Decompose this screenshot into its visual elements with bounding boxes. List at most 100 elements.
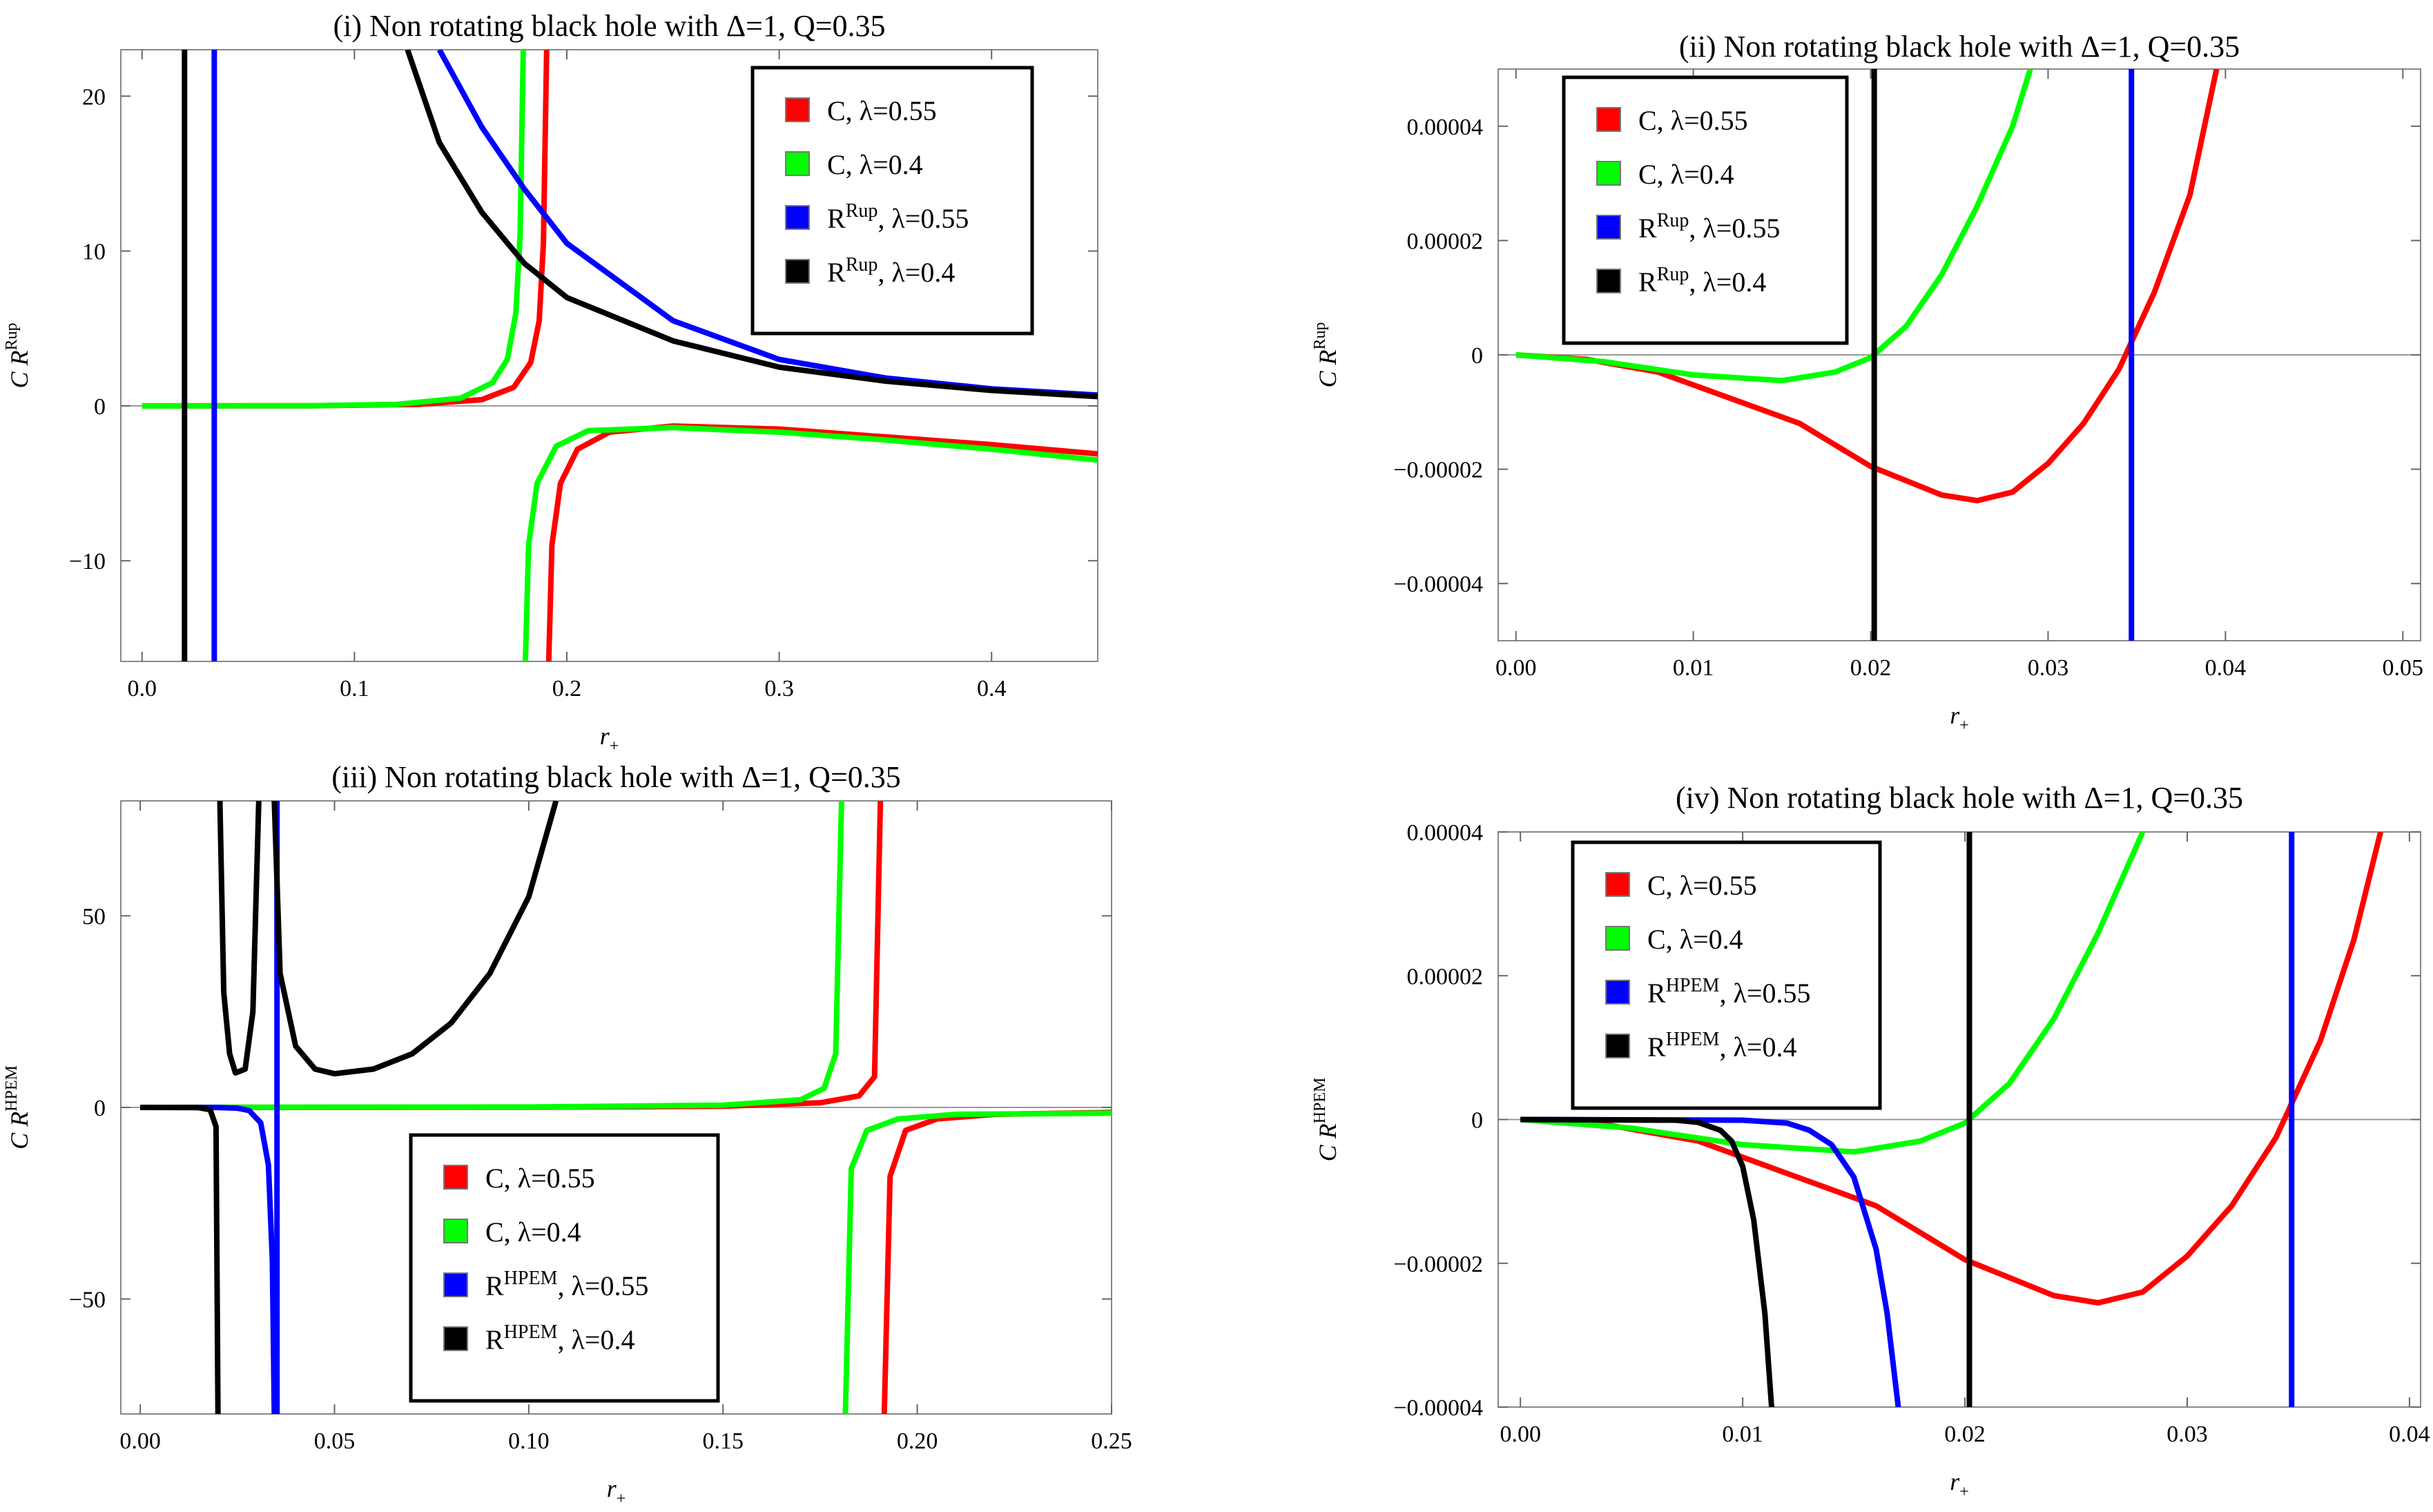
x-axis-title-sub: +	[1959, 717, 1969, 735]
y-tick-label: 0	[94, 1096, 106, 1121]
legend-label-sup: HPEM	[1666, 1029, 1720, 1050]
series-line	[1515, 69, 2033, 384]
legend-swatch	[1605, 926, 1630, 951]
series-line	[881, 1109, 1112, 1414]
y-tick-label: −0.00004	[1393, 1395, 1483, 1421]
series-line	[217, 801, 262, 1076]
series-line	[405, 50, 1098, 400]
legend-label-base: C, λ=0.55	[1647, 870, 1757, 901]
y-axis-title-sup: HPEM	[3, 1065, 21, 1112]
x-axis-title: r+	[607, 1475, 626, 1508]
series-line	[842, 1110, 1112, 1414]
legend-label: C, λ=0.55	[1647, 870, 1757, 901]
legend-label: C, λ=0.55	[1638, 105, 1748, 136]
legend-label-base: C, λ=0.4	[1647, 924, 1743, 955]
legend-label: RRup, λ=0.4	[827, 254, 955, 288]
legend-label: RRup, λ=0.55	[827, 200, 969, 234]
legend-swatch	[785, 151, 810, 176]
legend-label: RHPEM, λ=0.55	[485, 1268, 648, 1301]
x-tick-label: 0.10	[508, 1428, 550, 1454]
legend-label-base: C, λ=0.4	[827, 149, 923, 180]
x-axis-title-base: r	[607, 1475, 617, 1502]
x-tick-label: 0.02	[1944, 1422, 1986, 1447]
legend-swatch	[443, 1326, 468, 1351]
y-tick-label: 0.00004	[1407, 115, 1484, 140]
legend-swatch	[1596, 161, 1621, 186]
y-axis-title-sup: HPEM	[1311, 1078, 1329, 1124]
legend-label-sup: HPEM	[504, 1268, 558, 1289]
legend-label-sup: HPEM	[1666, 975, 1720, 996]
panel-title: (iv) Non rotating black hole with Δ=1, Q…	[1676, 781, 2243, 815]
x-tick-label: 0.3	[764, 676, 794, 701]
y-tick-label: −0.00002	[1393, 1252, 1483, 1277]
series-line	[142, 50, 526, 409]
series-line	[140, 801, 884, 1110]
x-tick-label: 0.01	[1722, 1422, 1763, 1447]
y-tick-label: −50	[69, 1288, 106, 1313]
legend-label: RHPEM, λ=0.4	[1647, 1029, 1796, 1063]
legend-label-tail: , λ=0.4	[557, 1324, 634, 1355]
x-axis-title-sub: +	[1959, 1483, 1969, 1501]
x-tick-label: 0.03	[2167, 1422, 2208, 1447]
legend-label: RHPEM, λ=0.55	[1647, 975, 1810, 1009]
y-tick-label: 0.00002	[1407, 229, 1484, 254]
legend-label-sup: HPEM	[504, 1321, 558, 1343]
legend-label-sup: Rup	[846, 254, 878, 275]
series-line	[142, 50, 550, 409]
y-axis-title-base: C R	[6, 1112, 33, 1150]
legend-swatch	[443, 1219, 468, 1243]
series-line	[1520, 1116, 1901, 1407]
x-tick-label: 0.1	[340, 676, 369, 701]
x-tick-label: 0.05	[314, 1428, 356, 1454]
plot-area	[142, 50, 1098, 661]
series-line	[1515, 69, 2220, 504]
y-axis-title-base: C R	[1314, 350, 1341, 388]
legend-label-tail: , λ=0.55	[1719, 978, 1810, 1009]
series-line	[545, 423, 1098, 661]
series-line	[271, 801, 559, 1077]
x-tick-label: 0.2	[552, 676, 582, 701]
panel-iv: 0.00 0.01 0.02 0.03 0.04 −0.00004 −0.00002 0 0.0…	[1311, 781, 2430, 1501]
x-tick-label: 0.20	[897, 1428, 938, 1454]
legend-label-base: R	[485, 1270, 504, 1301]
plot-frame	[120, 49, 1098, 662]
x-axis-title-base: r	[1950, 701, 1960, 729]
legend-label: C, λ=0.4	[1647, 924, 1743, 955]
y-axis-title-base: C R	[6, 351, 33, 389]
legend-swatch	[1605, 980, 1630, 1005]
x-tick-label: 0.03	[2028, 655, 2069, 681]
legend-swatch	[443, 1272, 468, 1297]
legend-label-base: C, λ=0.4	[485, 1217, 581, 1248]
x-axis-title: r+	[1950, 701, 1969, 735]
legend-swatch	[785, 259, 810, 284]
plot-area	[1515, 69, 2220, 641]
legend-label-base: C, λ=0.55	[485, 1163, 595, 1194]
x-tick-label: 0.00	[1495, 655, 1537, 681]
legend-label-tail: , λ=0.4	[1719, 1031, 1796, 1063]
legend-swatch	[443, 1165, 468, 1190]
panel-title: (ii) Non rotating black hole with Δ=1, Q…	[1679, 30, 2240, 64]
x-tick-label: 0.15	[703, 1428, 744, 1454]
x-axis-title-sub: +	[617, 1490, 626, 1508]
x-tick-label: 0.05	[2383, 655, 2424, 681]
legend-swatch	[1605, 1034, 1630, 1058]
legend-label-base: R	[827, 257, 846, 288]
y-tick-label: −0.00004	[1393, 572, 1483, 597]
legend-label-base: R	[1647, 978, 1666, 1009]
y-axis-title-base: C R	[1314, 1123, 1341, 1161]
legend-label-tail: , λ=0.55	[878, 203, 969, 234]
panel-iii: 0.00 0.05 0.10 0.15 0.20 0.25 −50 0 50 (iii) Non …	[3, 760, 1132, 1508]
panel-i: 0.0 0.1 0.2 0.3 0.4 −10 0 10 20 (i) Non rotating …	[3, 9, 1098, 755]
plot-area	[1520, 832, 2383, 1407]
y-tick-label: 50	[82, 904, 106, 930]
legend-swatch	[785, 97, 810, 122]
legend-label-sup: Rup	[846, 200, 878, 222]
legend-label-base: C, λ=0.4	[1638, 159, 1734, 190]
x-axis-title-base: r	[600, 722, 610, 750]
y-tick-label: −10	[69, 549, 106, 574]
legend-label-base: C, λ=0.55	[827, 95, 937, 126]
legend-swatch	[785, 205, 810, 230]
legend-label: C, λ=0.4	[1638, 159, 1734, 190]
